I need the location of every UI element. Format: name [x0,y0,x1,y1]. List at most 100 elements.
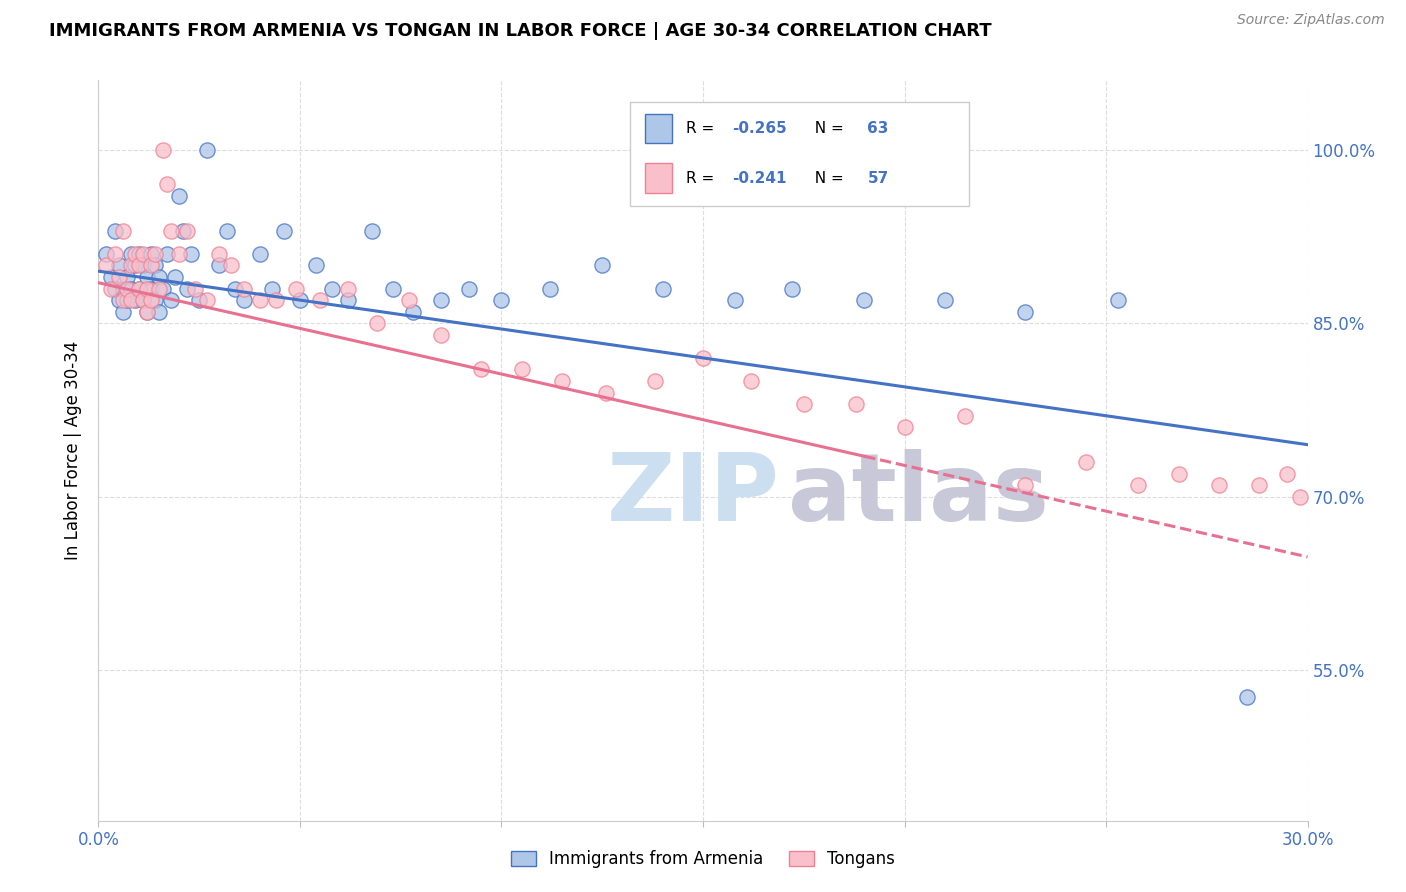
Point [103,224,125,238]
Point [1236,690,1258,704]
Point [195,293,218,307]
Point [124,293,146,307]
Point [551,374,574,388]
Point [143,259,166,273]
Text: -0.241: -0.241 [733,170,786,186]
Point [260,281,283,295]
Point [100,269,122,284]
Point [120,293,142,307]
Point [217,224,239,238]
Point [132,247,155,261]
Point [128,281,150,295]
Point [221,259,243,273]
Point [692,351,714,365]
Point [120,259,142,273]
Point [381,281,404,295]
Point [103,247,125,261]
Bar [645,113,672,144]
Point [107,269,129,284]
Point [128,281,150,295]
Point [176,224,198,238]
Text: R =: R = [686,121,720,136]
Text: Source: ZipAtlas.com: Source: ZipAtlas.com [1237,13,1385,28]
Point [305,259,328,273]
Point [176,281,198,295]
Point [139,259,162,273]
Point [128,247,150,261]
Point [934,293,956,307]
Point [1014,304,1036,318]
Point [491,293,513,307]
Point [152,281,174,295]
Point [128,259,150,273]
Point [430,293,453,307]
Point [845,397,868,411]
Point [139,293,162,307]
Point [1249,478,1271,492]
Point [724,293,747,307]
Point [111,281,134,295]
Point [780,281,803,295]
Point [132,259,155,273]
Point [249,247,271,261]
Point [143,293,166,307]
Point [510,362,533,376]
Point [1288,490,1310,504]
Point [195,143,218,157]
Point [156,178,179,192]
Point [132,293,155,307]
Point [740,374,762,388]
Text: R =: R = [686,170,720,186]
Point [651,281,673,295]
Point [232,293,254,307]
Point [180,247,202,261]
Point [361,224,384,238]
Point [366,316,388,330]
Point [135,304,157,318]
Point [1208,478,1230,492]
Point [148,269,170,284]
Point [273,224,295,238]
Point [402,304,425,318]
Point [139,247,162,261]
Point [321,281,343,295]
Point [167,247,190,261]
Legend: Immigrants from Armenia, Tongans: Immigrants from Armenia, Tongans [505,844,901,875]
Point [115,293,138,307]
Point [288,293,311,307]
Point [853,293,876,307]
Point [120,281,142,295]
Point [124,259,146,273]
Point [135,269,157,284]
Point [107,259,129,273]
Point [132,293,155,307]
Text: N =: N = [804,170,848,186]
Point [208,259,231,273]
Point [152,143,174,157]
Point [232,281,254,295]
Point [1128,478,1150,492]
Point [1107,293,1129,307]
Point [115,269,138,284]
Text: atlas: atlas [787,449,1049,541]
Text: 57: 57 [868,170,889,186]
Point [188,293,211,307]
Point [595,385,617,400]
Point [163,269,186,284]
Point [538,281,561,295]
Point [135,281,157,295]
Text: N =: N = [804,121,848,136]
Point [208,247,231,261]
Point [148,281,170,295]
Point [160,293,183,307]
Point [96,247,118,261]
Point [135,304,157,318]
Text: IMMIGRANTS FROM ARMENIA VS TONGAN IN LABOR FORCE | AGE 30-34 CORRELATION CHART: IMMIGRANTS FROM ARMENIA VS TONGAN IN LAB… [49,22,991,40]
Point [103,281,125,295]
Point [1277,467,1299,481]
Point [264,293,287,307]
Point [1167,467,1189,481]
Point [591,259,613,273]
Point [160,224,183,238]
Point [249,293,271,307]
